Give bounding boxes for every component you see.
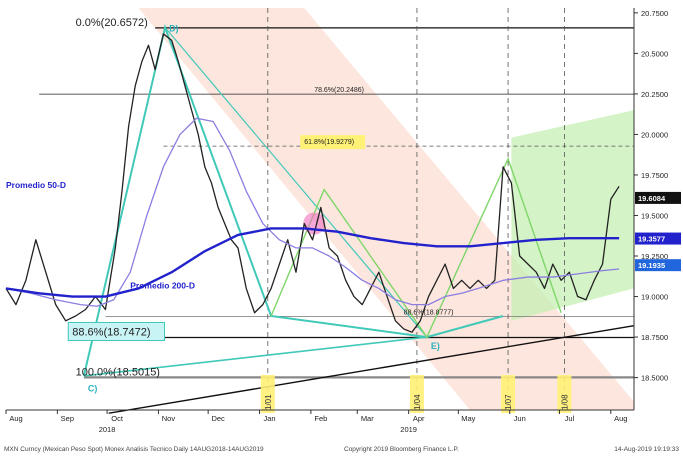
y-tick-label-7: 19.0000: [641, 293, 668, 302]
x-tick-label-11: Jul: [565, 414, 575, 423]
date-tag-box-0: [260, 375, 275, 413]
last-value-box-2: [635, 259, 681, 272]
point-label-2: E): [431, 341, 440, 351]
x-tick-label-0: Aug: [9, 414, 22, 423]
footer-source: MXN Curncy (Mexican Peso Spot) Monex Ana…: [4, 446, 264, 453]
series-line-2: [5, 227, 620, 298]
y-tick-label-1: 20.5000: [641, 49, 668, 58]
y-tick-label-6: 19.2500: [641, 252, 668, 261]
y-tick-label-2: 20.2500: [641, 90, 668, 99]
date-tag-box-3: [557, 375, 572, 413]
point-label-0: D): [169, 23, 179, 33]
series-label-200d: Promedio 200-D: [130, 280, 195, 290]
y-tick-label-0: 20.7500: [641, 9, 668, 18]
x-tick-label-3: Nov: [162, 414, 176, 423]
y-tick-label-4: 19.7500: [641, 171, 668, 180]
x-tick-label-5: Jan: [263, 414, 275, 423]
date-tag-label-1: 1/04: [413, 394, 422, 410]
x-tick-label-9: May: [461, 414, 475, 423]
date-tag-label-0: 1/01: [264, 394, 273, 410]
year-label-0: 2018: [99, 425, 116, 434]
projection-line: [270, 156, 562, 339]
y-tick-label-5: 19.5000: [641, 211, 668, 220]
last-value-label-2: 19.1935: [638, 261, 665, 270]
fib-label-5: 100.0%(18.5015): [76, 366, 160, 378]
x-tick-label-7: Mar: [361, 414, 374, 423]
chart-footer: MXN Curncy (Mexican Peso Spot) Monex Ana…: [4, 444, 679, 458]
last-value-box-0: [635, 191, 681, 204]
fib-label-box-2: [300, 135, 366, 150]
x-tick-label-2: Oct: [111, 414, 124, 423]
point-label-1: C): [88, 383, 98, 393]
y-tick-label-3: 20.0000: [641, 130, 668, 139]
year-label-1: 2019: [400, 425, 417, 434]
fib-label-1: 78.6%(20.2486): [314, 87, 364, 94]
x-tick-label-12: Aug: [614, 414, 627, 423]
x-tick-label-6: Feb: [314, 414, 327, 423]
fib-label-2: 61.8%(19.9279): [304, 139, 354, 146]
pattern-base-line: [83, 336, 427, 377]
date-tag-box-1: [409, 375, 424, 413]
y-tick-label-9: 18.5000: [641, 374, 668, 383]
trend-line: [108, 325, 635, 414]
fib-label-0: 0.0%(20.6572): [76, 17, 148, 29]
x-tick-label-8: Apr: [413, 414, 425, 423]
series-line-0: [5, 33, 620, 333]
fib-label-3: 88.6%(18.8777): [404, 309, 454, 316]
footer-copyright: Copyright 2019 Bloomberg Finance L.P.: [344, 446, 459, 453]
x-tick-label-4: Dec: [211, 414, 225, 423]
date-tag-label-3: 1/08: [560, 394, 569, 410]
x-tick-label-10: Jun: [514, 414, 526, 423]
last-value-label-0: 19.6084: [638, 194, 666, 203]
last-value-box-1: [635, 232, 681, 245]
fib-label-4: 88.6%(18.7472): [72, 327, 150, 339]
fib-label-box-4: [67, 322, 166, 342]
date-tag-label-2: 1/07: [504, 394, 513, 410]
date-tag-box-2: [501, 375, 516, 413]
pink-channel: [138, 8, 634, 410]
x-tick-label-1: Sep: [61, 414, 74, 423]
last-value-label-1: 19.3577: [638, 235, 665, 244]
green-channel: [511, 110, 634, 321]
y-tick-label-8: 18.7500: [641, 333, 668, 342]
series-line-1: [5, 117, 620, 307]
footer-timestamp: 14-Aug-2019 19:19:33: [614, 446, 679, 453]
series-label-50d: Promedio 50-D: [6, 180, 66, 190]
